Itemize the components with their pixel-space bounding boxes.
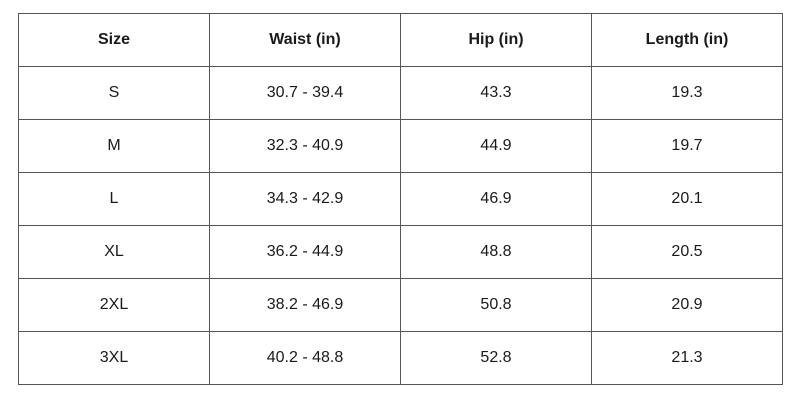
- table-header-row: Size Waist (in) Hip (in) Length (in): [18, 13, 783, 67]
- cell-hip: 44.9: [400, 119, 592, 173]
- cell-length: 20.5: [591, 225, 783, 279]
- cell-hip: 48.8: [400, 225, 592, 279]
- cell-hip: 43.3: [400, 66, 592, 120]
- cell-size: 3XL: [18, 331, 210, 385]
- cell-size: 2XL: [18, 278, 210, 332]
- cell-length: 19.7: [591, 119, 783, 173]
- size-chart-table: Size Waist (in) Hip (in) Length (in) S 3…: [18, 13, 783, 385]
- header-length: Length (in): [591, 13, 783, 67]
- cell-waist: 30.7 - 39.4: [209, 66, 401, 120]
- table-row: L 34.3 - 42.9 46.9 20.1: [18, 172, 783, 226]
- header-hip: Hip (in): [400, 13, 592, 67]
- header-size: Size: [18, 13, 210, 67]
- cell-waist: 36.2 - 44.9: [209, 225, 401, 279]
- cell-waist: 34.3 - 42.9: [209, 172, 401, 226]
- cell-length: 19.3: [591, 66, 783, 120]
- cell-waist: 40.2 - 48.8: [209, 331, 401, 385]
- cell-size: L: [18, 172, 210, 226]
- cell-waist: 38.2 - 46.9: [209, 278, 401, 332]
- table-row: XL 36.2 - 44.9 48.8 20.5: [18, 225, 783, 279]
- cell-waist: 32.3 - 40.9: [209, 119, 401, 173]
- cell-length: 20.9: [591, 278, 783, 332]
- cell-size: S: [18, 66, 210, 120]
- cell-hip: 52.8: [400, 331, 592, 385]
- cell-hip: 46.9: [400, 172, 592, 226]
- table-row: M 32.3 - 40.9 44.9 19.7: [18, 119, 783, 173]
- cell-size: XL: [18, 225, 210, 279]
- table-row: 2XL 38.2 - 46.9 50.8 20.9: [18, 278, 783, 332]
- header-waist: Waist (in): [209, 13, 401, 67]
- cell-hip: 50.8: [400, 278, 592, 332]
- cell-length: 20.1: [591, 172, 783, 226]
- table-row: 3XL 40.2 - 48.8 52.8 21.3: [18, 331, 783, 385]
- cell-length: 21.3: [591, 331, 783, 385]
- table-row: S 30.7 - 39.4 43.3 19.3: [18, 66, 783, 120]
- cell-size: M: [18, 119, 210, 173]
